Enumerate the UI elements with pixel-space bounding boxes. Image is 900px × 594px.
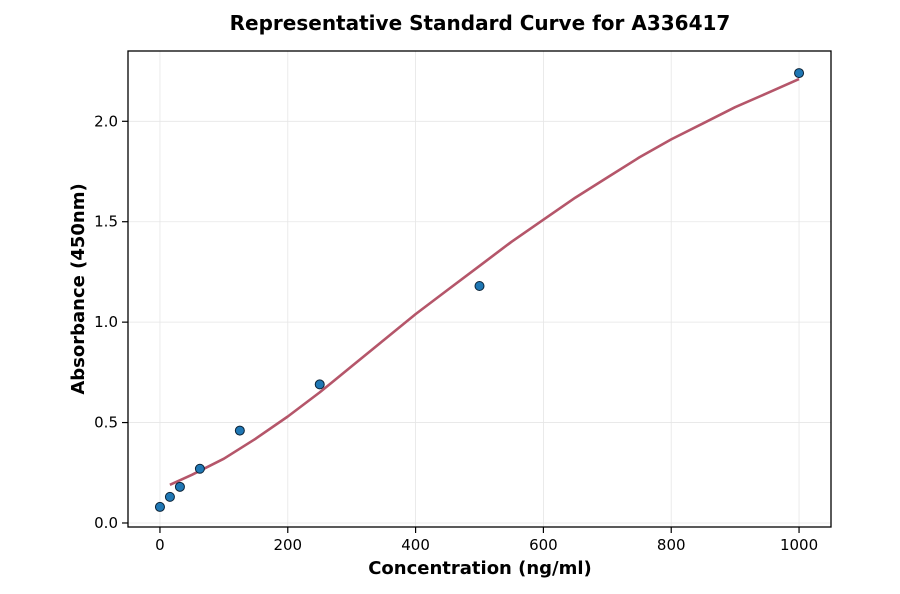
x-tick-label: 0	[155, 536, 165, 554]
x-tick-label: 200	[273, 536, 302, 554]
y-tick-label: 0.0	[94, 514, 118, 532]
data-points-layer	[154, 68, 805, 512]
data-point	[794, 68, 805, 79]
data-point	[154, 501, 165, 512]
plot-frame	[127, 50, 832, 528]
x-tick-label: 400	[401, 536, 430, 554]
grid-lines	[128, 51, 831, 527]
data-point	[164, 491, 175, 502]
fit-curve-line	[169, 77, 800, 486]
x-axis-ticks: 0 200 400 600 800 1000	[155, 527, 818, 554]
fit-curve-layer	[169, 77, 800, 486]
x-tick-label: 600	[529, 536, 558, 554]
data-point	[474, 280, 485, 291]
y-tick-label: 1.5	[94, 213, 118, 231]
y-tick-label: 0.5	[94, 414, 118, 432]
x-tick-label: 1000	[780, 536, 818, 554]
y-axis-title: Absorbance (450nm)	[68, 183, 89, 394]
y-tick-label: 1.0	[94, 313, 118, 331]
data-point	[234, 425, 245, 436]
chart-title: Representative Standard Curve for A33641…	[230, 11, 731, 35]
y-axis-ticks: 0.0 0.5 1.0 1.5 2.0	[94, 112, 128, 532]
y-tick-label: 2.0	[94, 112, 118, 130]
data-point	[194, 463, 205, 474]
x-axis-title: Concentration (ng/ml)	[368, 558, 592, 579]
x-tick-label: 800	[657, 536, 686, 554]
data-point	[314, 379, 325, 390]
data-point	[174, 481, 185, 492]
